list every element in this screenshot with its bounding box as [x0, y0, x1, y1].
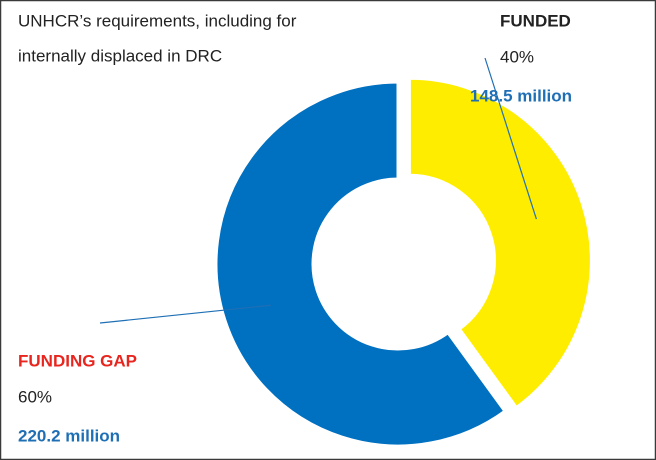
- percent-label: 40%: [500, 47, 534, 66]
- slice: [407, 76, 593, 410]
- title-line: UNHCR’s requirements, including for: [18, 11, 297, 30]
- amount-label: 220.2 million: [18, 426, 120, 445]
- amount-label: 148.5 million: [470, 86, 572, 105]
- slice: [214, 80, 508, 448]
- leader-line: [484, 57, 537, 220]
- category-label: FUNDING GAP: [18, 351, 137, 370]
- title-line: internally displaced in DRC: [18, 46, 222, 65]
- leader-line: [99, 304, 272, 324]
- category-label: FUNDED: [500, 11, 571, 30]
- percent-label: 60%: [18, 387, 52, 406]
